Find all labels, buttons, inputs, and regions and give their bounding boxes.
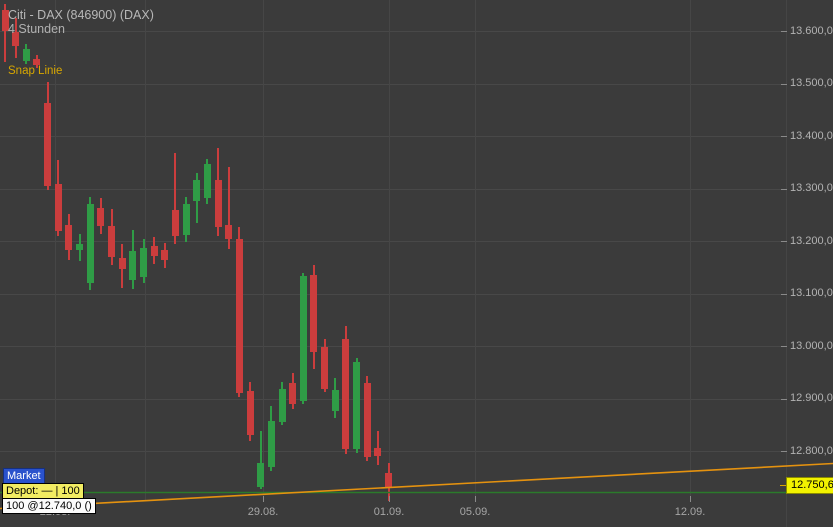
candle-body[interactable]	[342, 339, 350, 450]
candle-body[interactable]	[108, 226, 116, 257]
price-axis-tick	[781, 83, 787, 85]
candle-body[interactable]	[97, 207, 105, 227]
candle-body[interactable]	[140, 248, 147, 277]
candle-body[interactable]	[289, 383, 297, 404]
price-gridline	[0, 451, 786, 452]
candle-body[interactable]	[257, 462, 265, 487]
position-badge[interactable]: 100 @12.740,0 ()	[2, 498, 96, 514]
date-axis-label: 29.08.	[247, 506, 279, 518]
price-gridline	[0, 398, 786, 400]
price-axis-label: 13.100,0	[790, 287, 833, 299]
price-axis-tick	[781, 136, 787, 137]
candle-body[interactable]	[235, 239, 243, 394]
price-gridline	[0, 241, 786, 242]
candle-body[interactable]	[118, 257, 126, 270]
candle-body[interactable]	[171, 210, 179, 237]
price-axis-tick	[781, 188, 787, 190]
price-axis-label: 13.600,0	[790, 24, 833, 37]
date-axis-tick	[389, 496, 390, 502]
candle-body[interactable]	[278, 388, 286, 422]
candle-wick	[4, 4, 6, 62]
candle-body[interactable]	[385, 472, 393, 488]
candle-body[interactable]	[12, 31, 20, 46]
price-axis-label: 13.300,0	[790, 182, 833, 194]
date-axis-tick	[475, 496, 476, 502]
candle-body[interactable]	[65, 225, 73, 251]
candle-body[interactable]	[203, 163, 211, 199]
price-axis-tick	[781, 293, 787, 295]
candle-wick	[376, 430, 379, 465]
date-gridline	[55, 0, 56, 500]
price-gridline	[0, 136, 786, 137]
candle-body[interactable]	[182, 203, 190, 236]
chart-header: Citi - DAX (846900) (DAX) 4 Stunden	[8, 8, 154, 36]
price-axis-label: 13.400,0	[790, 129, 833, 142]
candle-body[interactable]	[363, 383, 371, 457]
candle-body[interactable]	[321, 346, 329, 389]
snap-trend-line[interactable]	[0, 462, 833, 510]
price-axis-tick	[781, 346, 787, 347]
price-axis-tick	[781, 451, 787, 452]
candle-body[interactable]	[86, 203, 94, 284]
date-axis-tick	[690, 496, 691, 502]
snap-line-price-badge[interactable]: 12.750,6	[786, 477, 833, 494]
candle-body[interactable]	[1, 9, 9, 32]
date-axis-tick	[263, 496, 264, 502]
candle-body[interactable]	[54, 184, 62, 231]
price-gridline	[0, 83, 786, 85]
price-gridline	[0, 293, 786, 295]
market-badge[interactable]: Market	[3, 468, 45, 484]
candle-body[interactable]	[150, 245, 158, 256]
price-gridline	[0, 188, 786, 190]
candle-body[interactable]	[246, 390, 254, 435]
candle-body[interactable]	[193, 179, 201, 201]
candle-body[interactable]	[161, 249, 169, 260]
candle-body[interactable]	[299, 276, 307, 401]
date-axis-label: 05.09.	[459, 506, 491, 518]
date-gridline	[263, 0, 264, 500]
price-axis-separator	[786, 0, 787, 527]
price-gridline	[0, 31, 786, 32]
candle-body[interactable]	[310, 275, 318, 352]
candle-body[interactable]	[76, 244, 84, 251]
candle-body[interactable]	[374, 448, 382, 456]
candle-body[interactable]	[22, 48, 30, 61]
candle-body[interactable]	[267, 421, 275, 467]
price-axis-tick	[781, 241, 787, 242]
price-axis-label: 13.500,0	[790, 77, 833, 89]
price-axis-tick	[781, 31, 787, 32]
price-gridline	[0, 346, 786, 347]
instrument-title: Citi - DAX (846900) (DAX)	[8, 8, 154, 22]
candle-body[interactable]	[214, 179, 222, 228]
date-axis-label: 01.09.	[373, 506, 405, 518]
timeframe-label: 4 Stunden	[8, 22, 65, 36]
candle-wick	[227, 167, 230, 249]
date-gridline	[690, 0, 691, 500]
price-axis-label: 12.900,0	[790, 392, 833, 404]
price-axis-label: 12.800,0	[790, 444, 833, 457]
candle-wick	[259, 431, 262, 490]
candle-body[interactable]	[44, 102, 52, 187]
candle-body[interactable]	[129, 251, 137, 281]
price-axis-label: 13.200,0	[790, 234, 833, 247]
date-axis-label: 12.09.	[674, 506, 706, 518]
candle-body[interactable]	[225, 225, 233, 240]
depot-badge[interactable]: Depot: — | 100	[2, 483, 84, 499]
snap-line-label[interactable]: Snap Linie	[8, 65, 63, 77]
candle-body[interactable]	[353, 361, 361, 450]
candle-body[interactable]	[331, 390, 339, 411]
date-gridline	[389, 0, 390, 500]
candle-wick	[174, 153, 177, 244]
candle-body[interactable]	[33, 58, 41, 65]
price-axis-label: 13.000,0	[790, 339, 833, 352]
price-axis-tick	[781, 398, 787, 400]
date-gridline	[475, 0, 476, 500]
